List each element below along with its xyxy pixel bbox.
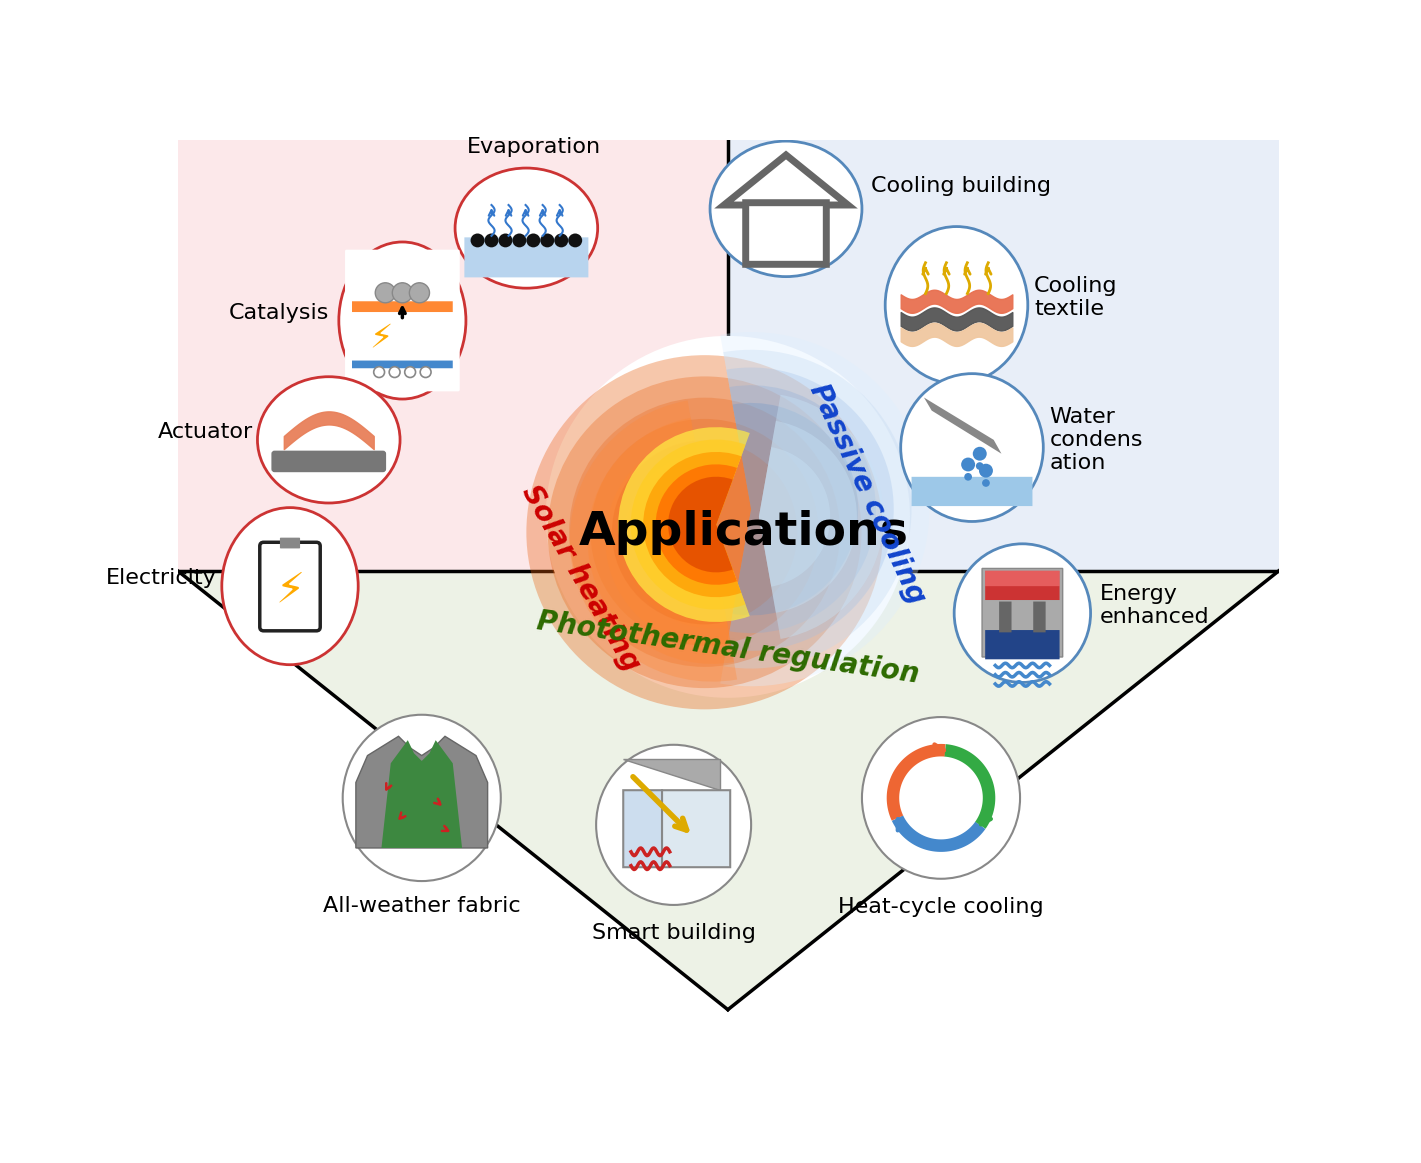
Wedge shape	[644, 452, 742, 597]
Wedge shape	[759, 394, 884, 638]
Polygon shape	[696, 571, 1279, 1035]
Text: Cooling
textile: Cooling textile	[1034, 276, 1117, 319]
FancyBboxPatch shape	[985, 630, 1060, 659]
Polygon shape	[178, 571, 1279, 1035]
Ellipse shape	[342, 715, 500, 882]
Circle shape	[591, 419, 818, 645]
Text: Heat-cycle cooling: Heat-cycle cooling	[838, 897, 1044, 918]
Circle shape	[526, 355, 882, 709]
Circle shape	[976, 462, 983, 470]
Circle shape	[409, 283, 429, 302]
Wedge shape	[726, 368, 894, 651]
Text: All-weather fabric: All-weather fabric	[323, 896, 520, 915]
Circle shape	[405, 366, 415, 378]
Ellipse shape	[885, 227, 1027, 384]
Wedge shape	[720, 333, 929, 686]
Circle shape	[546, 336, 909, 698]
Wedge shape	[729, 385, 875, 633]
Text: Evaporation: Evaporation	[468, 137, 601, 157]
Text: ⚡: ⚡	[369, 321, 392, 354]
Circle shape	[470, 234, 485, 248]
Wedge shape	[570, 400, 737, 682]
Circle shape	[374, 366, 385, 378]
FancyBboxPatch shape	[999, 601, 1012, 633]
Text: ⚡: ⚡	[276, 569, 304, 611]
Text: Solar heating: Solar heating	[516, 480, 645, 677]
Wedge shape	[759, 447, 830, 586]
Circle shape	[421, 366, 431, 378]
Polygon shape	[624, 759, 720, 790]
Ellipse shape	[953, 544, 1090, 683]
Circle shape	[979, 464, 993, 478]
FancyBboxPatch shape	[1033, 601, 1046, 633]
Text: Cooling building: Cooling building	[871, 176, 1052, 195]
Wedge shape	[668, 477, 733, 572]
Wedge shape	[733, 402, 858, 615]
Circle shape	[375, 283, 395, 302]
Text: Actuator: Actuator	[158, 422, 253, 442]
Circle shape	[973, 447, 986, 461]
Text: Photothermal regulation: Photothermal regulation	[534, 607, 921, 688]
Polygon shape	[728, 140, 1279, 571]
Circle shape	[499, 234, 513, 248]
Wedge shape	[655, 464, 737, 585]
Wedge shape	[723, 350, 911, 669]
Circle shape	[554, 234, 568, 248]
Circle shape	[982, 479, 990, 487]
Circle shape	[389, 366, 401, 378]
FancyBboxPatch shape	[746, 202, 826, 264]
Polygon shape	[381, 740, 462, 848]
Text: Water
condens
ation: Water condens ation	[1050, 407, 1142, 473]
Ellipse shape	[901, 373, 1043, 521]
Circle shape	[547, 377, 861, 688]
Circle shape	[526, 234, 540, 248]
Ellipse shape	[257, 377, 401, 504]
FancyBboxPatch shape	[352, 361, 453, 369]
Polygon shape	[178, 140, 728, 571]
Text: Energy
enhanced: Energy enhanced	[1100, 584, 1209, 627]
Text: Electricity: Electricity	[105, 569, 216, 588]
Ellipse shape	[338, 242, 466, 399]
Wedge shape	[759, 421, 857, 613]
Text: Applications: Applications	[578, 509, 908, 555]
Ellipse shape	[863, 718, 1020, 879]
FancyBboxPatch shape	[624, 790, 662, 868]
Wedge shape	[605, 435, 730, 647]
Wedge shape	[631, 440, 746, 609]
Circle shape	[513, 234, 526, 248]
FancyBboxPatch shape	[982, 569, 1063, 657]
FancyBboxPatch shape	[271, 450, 387, 472]
FancyBboxPatch shape	[352, 301, 453, 312]
Wedge shape	[588, 418, 735, 664]
Ellipse shape	[597, 744, 752, 905]
FancyBboxPatch shape	[662, 790, 730, 868]
FancyBboxPatch shape	[465, 237, 588, 278]
FancyBboxPatch shape	[345, 250, 460, 392]
FancyBboxPatch shape	[260, 542, 320, 630]
Ellipse shape	[710, 141, 863, 277]
Polygon shape	[178, 571, 1279, 1035]
Polygon shape	[178, 571, 760, 1035]
Polygon shape	[924, 398, 1002, 454]
Text: Smart building: Smart building	[591, 922, 756, 943]
FancyBboxPatch shape	[280, 537, 300, 549]
FancyBboxPatch shape	[985, 571, 1060, 600]
Circle shape	[540, 234, 554, 248]
Text: Passive cooling: Passive cooling	[804, 379, 931, 608]
Circle shape	[568, 234, 583, 248]
Polygon shape	[355, 736, 487, 848]
Circle shape	[392, 283, 412, 302]
Circle shape	[570, 398, 840, 666]
Ellipse shape	[222, 507, 358, 665]
Text: Catalysis: Catalysis	[229, 302, 328, 323]
Circle shape	[965, 473, 972, 480]
Circle shape	[485, 234, 499, 248]
Circle shape	[612, 440, 797, 625]
Circle shape	[961, 457, 975, 471]
FancyBboxPatch shape	[985, 571, 1060, 586]
FancyBboxPatch shape	[911, 477, 1033, 506]
Wedge shape	[618, 427, 750, 622]
Ellipse shape	[455, 167, 598, 288]
Wedge shape	[624, 452, 728, 628]
